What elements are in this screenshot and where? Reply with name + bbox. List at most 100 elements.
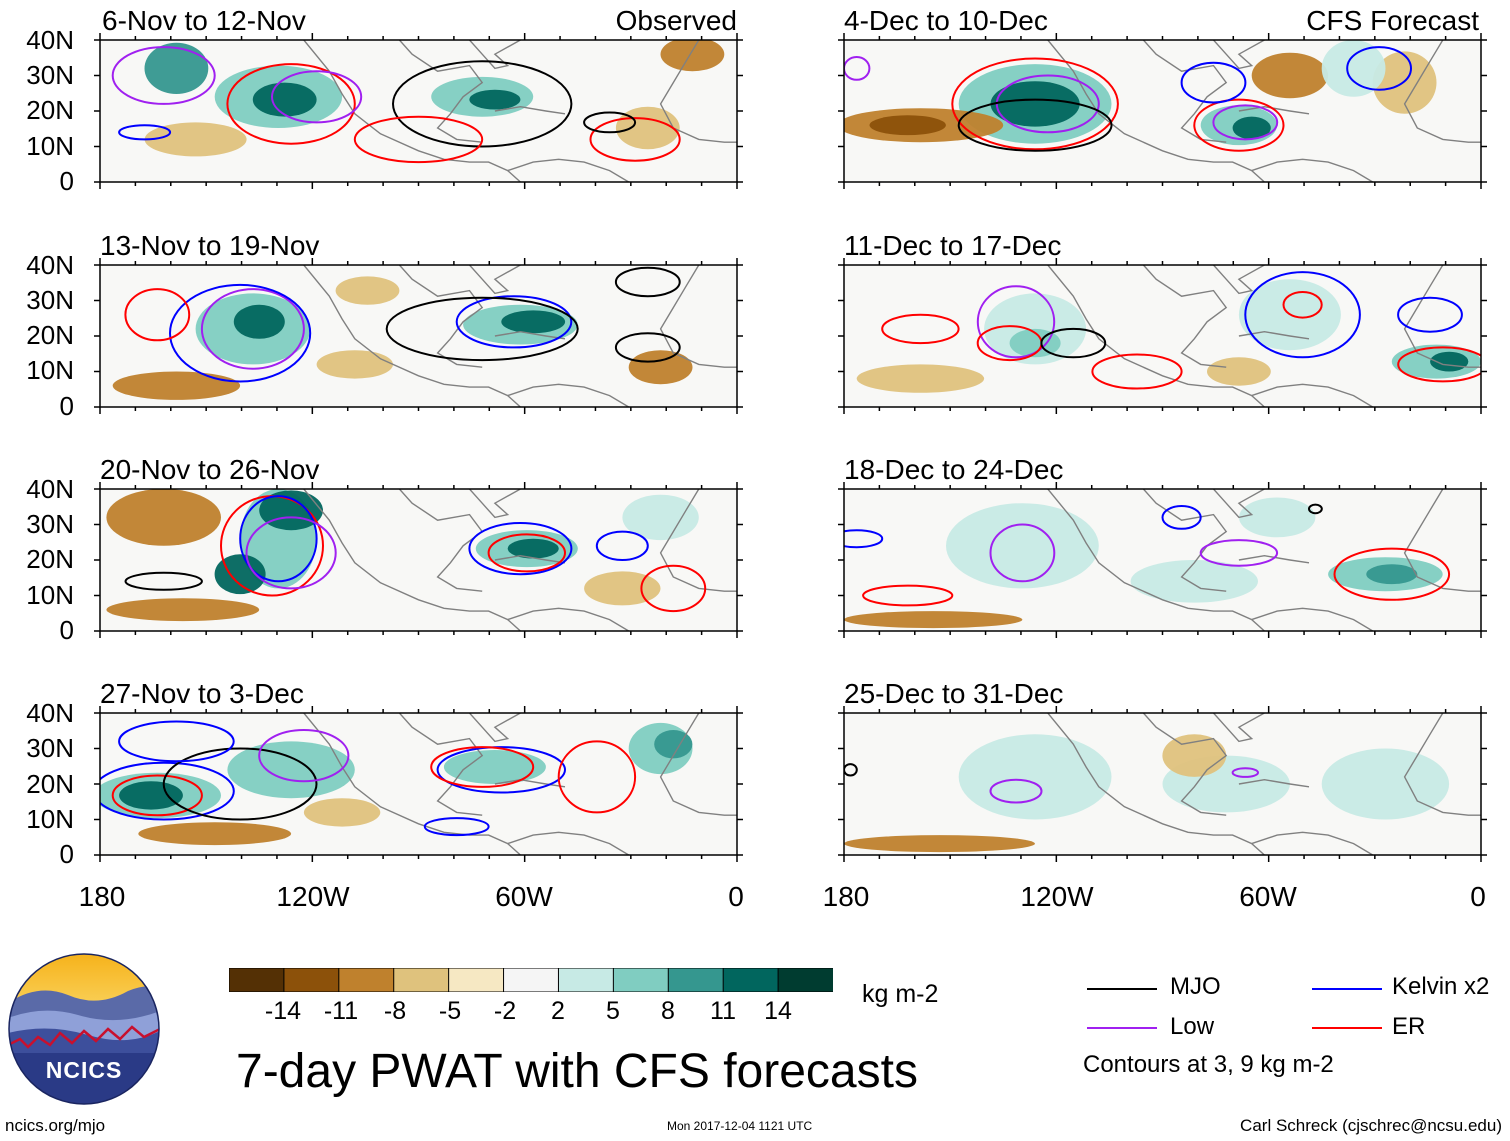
coastline [507,607,630,631]
colorbar-swatch [393,968,450,992]
pwat-anomaly-area [869,115,946,136]
lon-label: 120W [1020,881,1094,912]
coastline [1212,489,1265,519]
lat-label: 10N [26,580,74,610]
coastline [507,158,630,182]
map-panel-graphics [838,706,1487,862]
coastline [1238,778,1310,788]
coastline [659,713,737,816]
wave-contour [271,70,363,124]
lat-label: 30N [26,60,74,90]
map-panel-inner [100,40,737,182]
coastline [659,265,737,368]
wave-contour [844,763,858,777]
map-frame [99,712,738,856]
pwat-anomaly-area [106,489,221,546]
coastline [303,713,521,855]
panel-title: 18-Dec to 24-Dec [844,454,1064,485]
wave-contour [1282,291,1323,319]
wave-contour [468,522,573,576]
legend-line-er [1312,1027,1382,1029]
pwat-anomaly-area [984,293,1087,365]
panel-title: 6-Nov to 12-Nov [102,5,306,36]
wave-contour [1308,503,1323,515]
pwat-anomaly-area [990,81,1080,127]
wave-contour [436,746,566,794]
wave-contour [881,313,960,345]
footer-credit: Carl Schreck (cjschrec@ncsu.edu) [1240,1116,1502,1135]
lat-label: 20N [26,544,74,574]
pwat-anomaly-area [1239,497,1316,538]
coastline [303,40,521,182]
footer-url[interactable]: ncics.org/mjo [5,1116,106,1135]
pwat-anomaly-area [844,835,1035,853]
pwat-anomaly-area [214,554,266,595]
map-frame [843,264,1482,408]
coastline [1142,489,1228,592]
wave-contour [595,530,649,561]
colorbar-label: -8 [383,997,407,1025]
wave-contour [385,296,579,362]
panel-title: 27-Nov to 3-Dec [100,678,304,709]
wave-contour [640,564,707,613]
wave-contour [430,746,535,788]
wave-contour [111,46,216,105]
wave-contour [111,774,203,817]
ncics-logo: NCICS [8,953,160,1105]
wave-contour [1244,271,1361,359]
pwat-anomaly-area [316,350,393,379]
colorbar-swatches [229,968,833,992]
coastline [1251,831,1374,855]
wave-contour [258,729,350,783]
lon-label: 120W [276,881,350,912]
map-panel-inner [100,489,737,631]
figure-title: 7-day PWAT with CFS forecasts [236,1045,918,1098]
map-frame [99,488,738,632]
lat-label: 0 [59,839,74,869]
coastline [303,265,521,407]
wave-contour [100,761,235,821]
wave-contour [589,117,681,162]
coastline [494,105,566,115]
coastline [1142,40,1228,143]
wave-contour [957,98,1113,152]
panel-title: 13-Nov to 19-Nov [100,230,320,261]
wave-contour [392,60,573,148]
legend-note: Contours at 3, 9 kg m-2 [1083,1051,1334,1078]
coastline [1047,713,1265,855]
pwat-anomaly-area [443,750,546,784]
coastline [1142,265,1228,368]
wave-contour [118,720,235,763]
pwat-anomaly-area [1366,564,1418,585]
coastline [303,489,521,631]
map-panel-inner [844,40,1481,182]
colorbar-label: 11 [710,997,736,1025]
map-frame [99,39,738,183]
map-panel-inner [100,713,737,855]
lon-label: 180 [78,881,126,912]
colorbar-swatch [612,968,670,992]
legend-label-low: Low [1170,1013,1215,1040]
panel-tag-cfs-forecast: CFS Forecast [1306,5,1479,36]
legend-label-kelvin: Kelvin x2 [1392,973,1490,1000]
pwat-anomaly-area [1321,40,1386,97]
colorbar-label: 5 [606,997,620,1025]
pwat-anomaly-area [335,276,400,305]
coastline [1238,105,1310,115]
panel-title: 25-Dec to 31-Dec [844,678,1064,709]
wave-contour [614,266,681,298]
map-frame [843,39,1482,183]
pwat-anomaly-area [227,741,355,799]
coastline [1142,713,1228,816]
lat-label: 0 [59,391,74,421]
colorbar-label: 8 [661,997,675,1025]
colorbar-swatch [722,968,780,992]
lat-label: 30N [26,509,74,539]
map-panel-inner [844,489,1481,631]
coastline [1403,265,1481,368]
coastline [1212,713,1265,743]
panel-title: 11-Dec to 17-Dec [844,230,1062,261]
legend-label-er: ER [1392,1013,1426,1040]
coastline [1212,265,1265,295]
